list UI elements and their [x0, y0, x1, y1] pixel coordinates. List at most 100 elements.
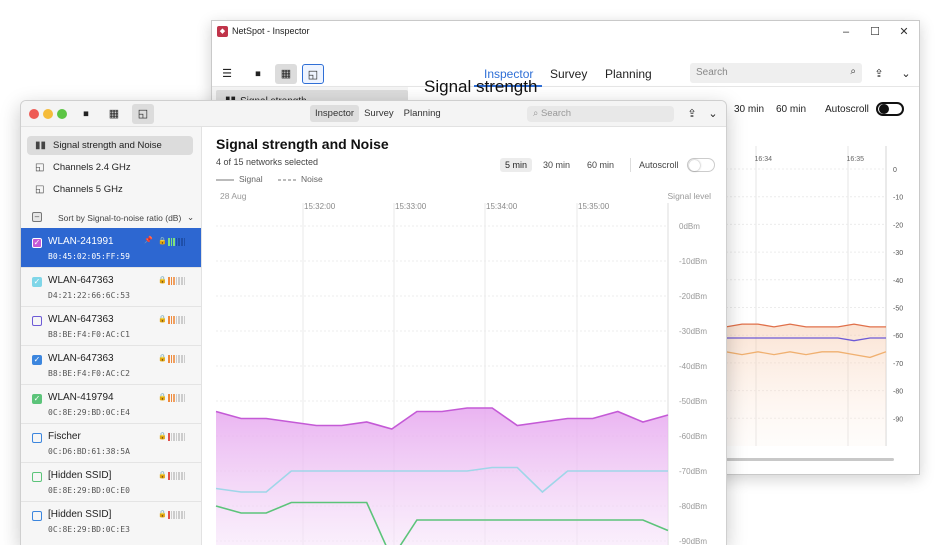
- sidebar-item-2[interactable]: ◱ Channels 5 GHz: [27, 180, 193, 199]
- network-row[interactable]: [Hidden SSID] 0E:8E:29:BD:0C:E0 🔒: [21, 462, 201, 501]
- sort-row[interactable]: – Sort by Signal-to-noise ratio (dB) ⌄: [21, 210, 201, 226]
- back-tab-inspector[interactable]: Inspector: [484, 67, 534, 81]
- network-row[interactable]: ✓ WLAN-647363 D4:21:22:66:6C:53 🔒: [21, 267, 201, 306]
- network-row[interactable]: Fischer 0C:D6:BD:61:38:5A 🔒: [21, 423, 201, 462]
- sidebar-item-label: Channels 2.4 GHz: [53, 162, 131, 173]
- y-tick-label: -60: [893, 333, 903, 340]
- series-area: [726, 324, 886, 446]
- back-series-line-1: [726, 337, 886, 342]
- grid-view-icon[interactable]: ▦: [275, 64, 297, 84]
- signal-bars-icon: [168, 472, 186, 480]
- back-time-30min[interactable]: 30 min: [734, 104, 765, 115]
- time-60min[interactable]: 60 min: [587, 160, 615, 170]
- search-icon: ⌕: [533, 108, 539, 119]
- legend-noise: Noise: [278, 174, 323, 184]
- autoscroll-label: Autoscroll: [639, 160, 679, 170]
- network-row[interactable]: ✓ WLAN-241991 B0:45:02:05:FF:59 🔒 📌: [21, 228, 201, 267]
- grid-view-icon[interactable]: ▦: [108, 108, 120, 120]
- back-tab-survey[interactable]: Survey: [550, 67, 588, 81]
- maximize-button[interactable]: ☐: [870, 26, 880, 38]
- network-checkbox[interactable]: ✓: [32, 238, 42, 248]
- legend-signal-label: Signal: [239, 174, 263, 184]
- main-panel: Signal strength and Noise 4 of 15 networ…: [203, 127, 726, 545]
- network-checkbox[interactable]: [32, 472, 42, 482]
- y-tick-label: -30dBm: [679, 327, 707, 336]
- y-tick-label: -70dBm: [679, 467, 707, 476]
- toggle-knob: [689, 160, 700, 171]
- y-tick-label: -10dBm: [679, 257, 707, 266]
- sidebar-item-0[interactable]: ▮▮ Signal strength and Noise: [27, 136, 193, 155]
- hamburger-menu-icon[interactable]: ☰: [222, 68, 232, 80]
- network-mac: B8:BE:F4:F0:AC:C1: [48, 330, 130, 339]
- network-checkbox[interactable]: [32, 316, 42, 326]
- network-mac: D4:21:22:66:6C:53: [48, 291, 130, 300]
- pin-icon[interactable]: 📌: [144, 237, 153, 244]
- tab-survey[interactable]: Survey: [364, 108, 394, 119]
- network-mac: 0C:D6:BD:61:38:5A: [48, 447, 130, 456]
- network-row[interactable]: ✓ WLAN-647363 B8:BE:F4:F0:AC:C2 🔒: [21, 345, 201, 384]
- front-sidebar: ▮▮ Signal strength and Noise ◱ Channels 2.4…: [21, 127, 202, 545]
- select-all-checkbox[interactable]: –: [32, 212, 42, 222]
- signal-view-icon[interactable]: ◱: [302, 64, 324, 84]
- lock-icon: 🔒: [158, 472, 167, 479]
- signal-view-icon[interactable]: ◱: [132, 104, 154, 124]
- back-autoscroll-label: Autoscroll: [825, 104, 869, 115]
- legend-signal: Signal: [216, 174, 263, 184]
- stop-icon[interactable]: ⏹: [83, 108, 89, 120]
- autoscroll-toggle[interactable]: [687, 158, 715, 172]
- back-tab-planning[interactable]: Planning: [605, 67, 652, 81]
- y-tick-label: -90dBm: [679, 537, 707, 545]
- network-mac: 0C:8E:29:BD:0C:E4: [48, 408, 130, 417]
- minimize-button[interactable]: [43, 109, 53, 119]
- tab-inspector[interactable]: Inspector: [310, 105, 360, 122]
- back-time-60min[interactable]: 60 min: [776, 104, 807, 115]
- channel-icon: ◱: [35, 162, 45, 173]
- close-button[interactable]: ✕: [899, 26, 909, 38]
- close-button[interactable]: [29, 109, 39, 119]
- netspot-app-icon: ◆: [217, 26, 228, 37]
- y-tick-label: -10: [893, 195, 903, 202]
- signal-bars-icon: [168, 277, 186, 285]
- y-tick-label: -30: [893, 250, 903, 257]
- chevron-down-icon: ⌄: [187, 212, 195, 222]
- x-tick-label: 15:32:00: [304, 202, 336, 211]
- front-search-input[interactable]: ⌕ Search: [527, 106, 674, 122]
- chevron-down-icon[interactable]: ⌄: [901, 68, 911, 80]
- time-30min[interactable]: 30 min: [543, 160, 571, 170]
- signal-noise-chart: 28 Aug Signal level 15:32:00 15:33:00 15:34:…: [215, 191, 711, 545]
- lock-icon: 🔒: [158, 511, 167, 518]
- network-row[interactable]: [Hidden SSID] 0C:8E:29:BD:0C:E3 🔒: [21, 501, 201, 540]
- share-icon[interactable]: ⇪: [687, 108, 697, 120]
- tab-planning[interactable]: Planning: [403, 108, 441, 119]
- front-titlebar: ⏹ ▦ ◱ Inspector Survey Planning ⌕ Search ⇪…: [21, 101, 726, 127]
- network-checkbox[interactable]: [32, 511, 42, 521]
- series-line-2: [215, 501, 669, 545]
- sidebar-item-1[interactable]: ◱ Channels 2.4 GHz: [27, 158, 193, 177]
- bar-chart-icon: ▮▮: [35, 140, 47, 151]
- network-ssid: WLAN-419794: [48, 392, 114, 403]
- network-checkbox[interactable]: ✓: [32, 277, 42, 287]
- back-search-placeholder: Search: [696, 67, 728, 78]
- network-ssid: Fischer: [48, 431, 81, 442]
- legend-signal-swatch: [216, 178, 234, 181]
- time-5min[interactable]: 5 min: [500, 158, 533, 172]
- network-checkbox[interactable]: ✓: [32, 355, 42, 365]
- minimize-button[interactable]: –: [842, 26, 850, 38]
- stop-icon[interactable]: ⏹: [255, 68, 261, 80]
- share-icon[interactable]: ⇪: [874, 68, 884, 80]
- network-checkbox[interactable]: ✓: [32, 394, 42, 404]
- y-tick-label: -20: [893, 222, 903, 229]
- network-mac: B8:BE:F4:F0:AC:C2: [48, 369, 130, 378]
- network-row[interactable]: ✓ WLAN-419794 0C:8E:29:BD:0C:E4 🔒: [21, 384, 201, 423]
- y-tick-label: -80: [893, 389, 903, 396]
- y-tick-label: -50dBm: [679, 397, 707, 406]
- back-autoscroll-toggle[interactable]: [876, 102, 904, 116]
- zoom-button[interactable]: [57, 109, 67, 119]
- network-checkbox[interactable]: [32, 433, 42, 443]
- back-search-input[interactable]: Search ⌕: [690, 63, 862, 83]
- network-row[interactable]: WLAN-647363 B8:BE:F4:F0:AC:C1 🔒: [21, 306, 201, 345]
- x-tick-label: 15:34:00: [486, 202, 518, 211]
- chevron-down-icon[interactable]: ⌄: [708, 108, 718, 120]
- lock-icon: 🔒: [158, 316, 167, 323]
- y-tick-label: -80dBm: [679, 502, 707, 511]
